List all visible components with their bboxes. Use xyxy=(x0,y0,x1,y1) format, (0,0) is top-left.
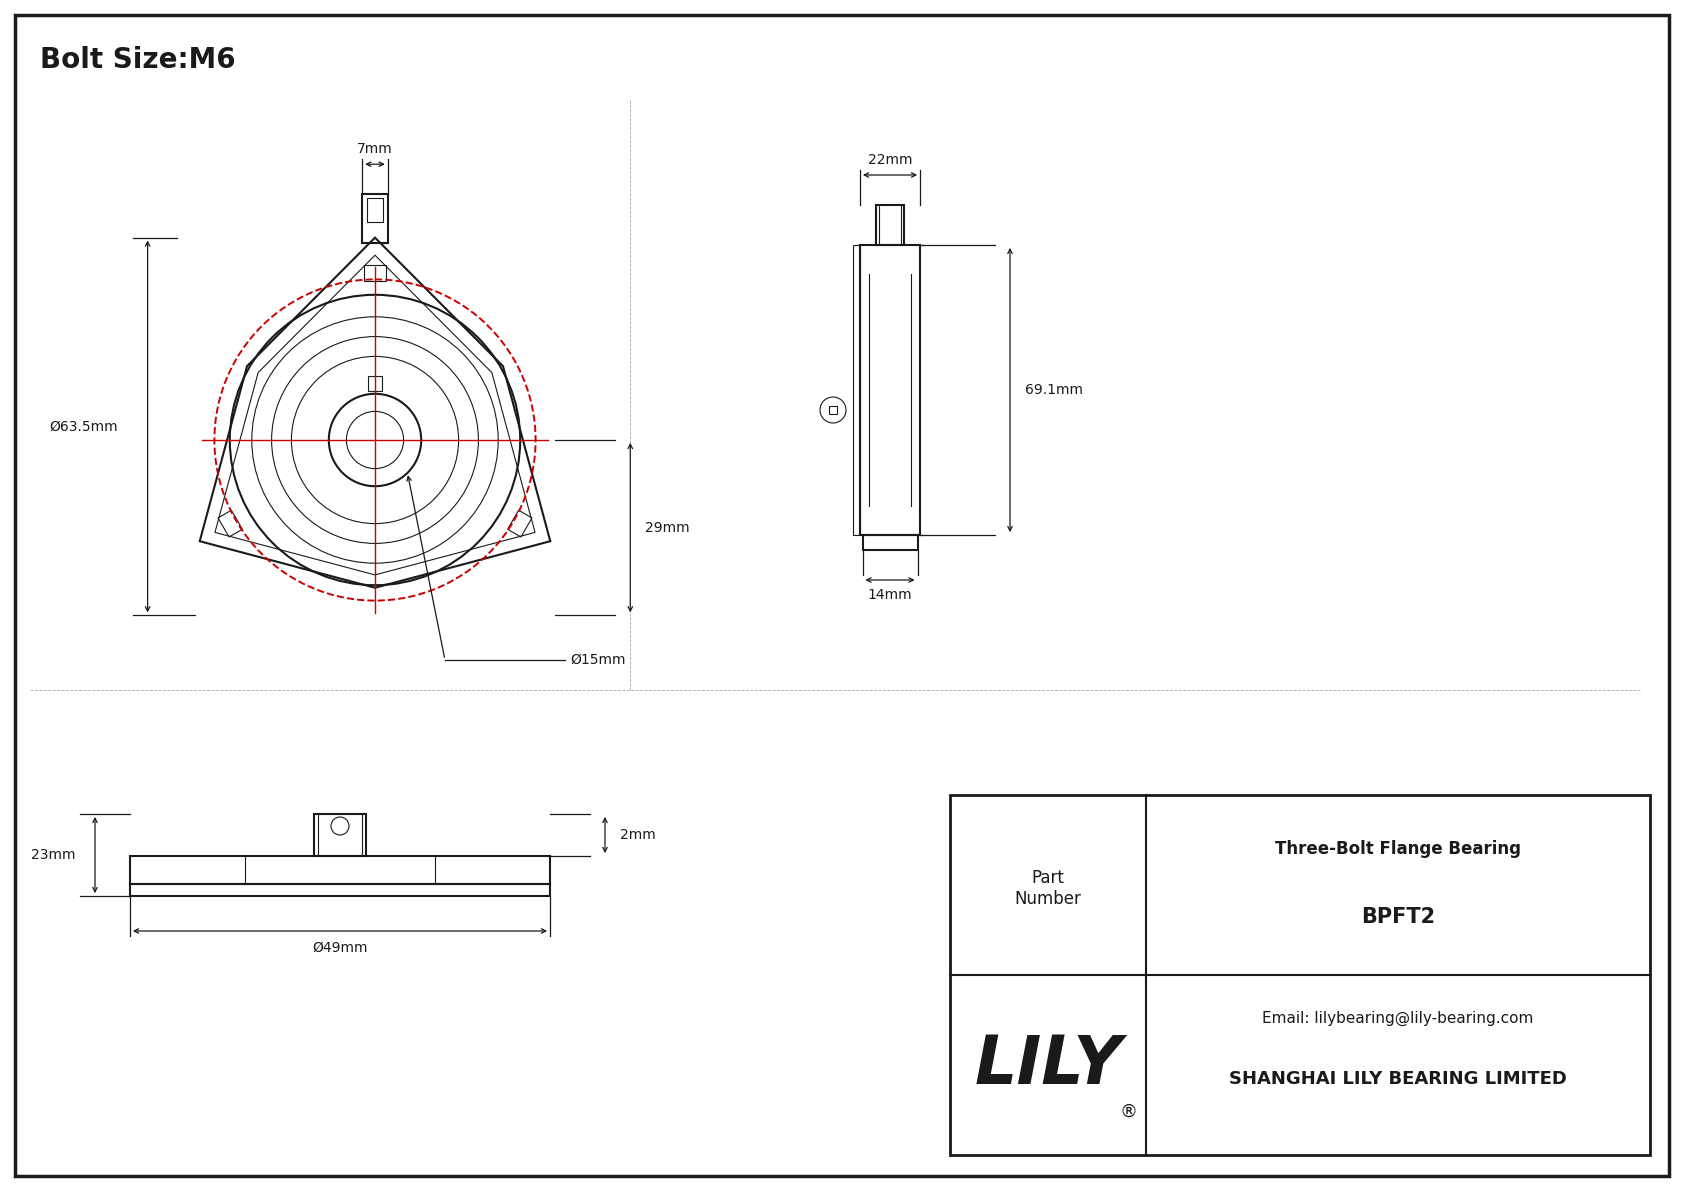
Text: 22mm: 22mm xyxy=(867,152,913,167)
Bar xyxy=(854,245,861,535)
Bar xyxy=(130,884,551,896)
Bar xyxy=(362,194,387,243)
Bar xyxy=(313,813,365,856)
Text: Ø63.5mm: Ø63.5mm xyxy=(49,419,118,434)
Text: 23mm: 23mm xyxy=(30,848,76,862)
Text: 69.1mm: 69.1mm xyxy=(1026,384,1083,397)
Text: SHANGHAI LILY BEARING LIMITED: SHANGHAI LILY BEARING LIMITED xyxy=(1229,1071,1566,1089)
Text: LILY: LILY xyxy=(973,1031,1122,1098)
Text: Part
Number: Part Number xyxy=(1014,869,1081,908)
Text: ®: ® xyxy=(1118,1103,1137,1121)
Bar xyxy=(876,205,904,245)
Text: 7mm: 7mm xyxy=(357,142,392,156)
Bar xyxy=(950,796,1650,1155)
Text: BPFT2: BPFT2 xyxy=(1361,908,1435,928)
Text: Bolt Size:M6: Bolt Size:M6 xyxy=(40,46,236,74)
Bar xyxy=(829,406,837,414)
Text: Ø15mm: Ø15mm xyxy=(569,653,625,667)
Text: Three-Bolt Flange Bearing: Three-Bolt Flange Bearing xyxy=(1275,840,1521,858)
Text: 2mm: 2mm xyxy=(620,828,655,842)
Bar xyxy=(367,376,382,391)
Text: Email: lilybearing@lily-bearing.com: Email: lilybearing@lily-bearing.com xyxy=(1263,1011,1534,1025)
Bar xyxy=(862,535,918,550)
Text: 14mm: 14mm xyxy=(867,588,913,601)
Text: 29mm: 29mm xyxy=(645,520,690,535)
Bar xyxy=(861,245,919,535)
Bar xyxy=(367,198,382,223)
Text: Ø49mm: Ø49mm xyxy=(312,941,367,955)
Bar xyxy=(130,856,551,884)
